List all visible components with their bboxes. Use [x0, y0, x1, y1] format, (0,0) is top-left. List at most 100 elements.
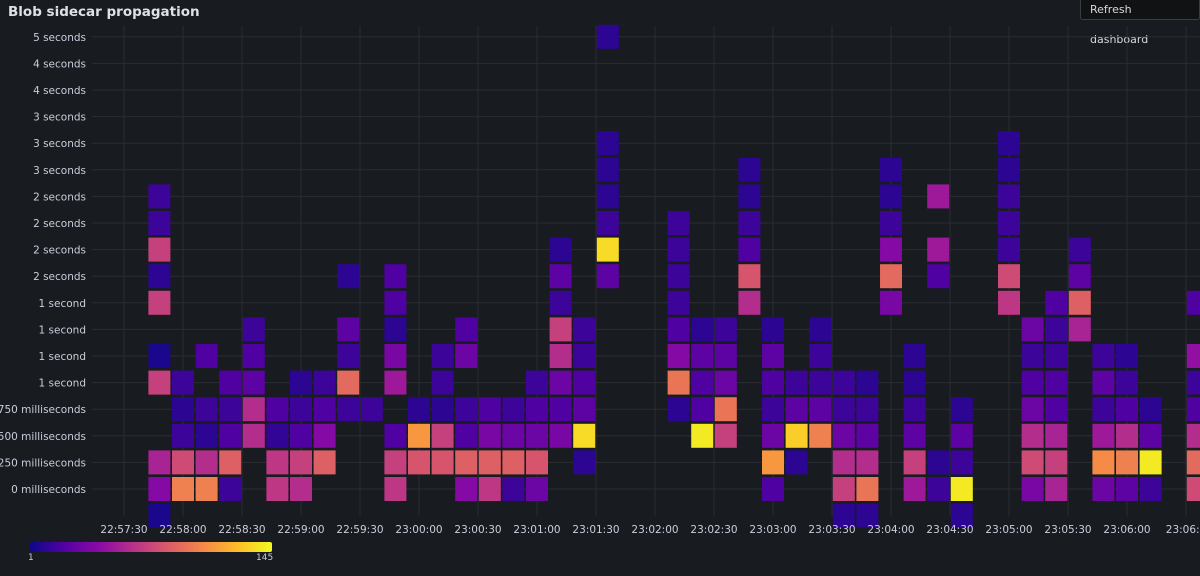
heatmap-cell: 20 — [762, 477, 785, 501]
y-tick-label: 4 seconds — [33, 58, 86, 70]
heatmap-cell: 15 — [526, 370, 549, 395]
heatmap-cell: 15 — [242, 317, 265, 342]
heatmap-cell: 10 — [903, 370, 926, 395]
color-scale-legend — [30, 542, 272, 552]
y-tick-label: 1 second — [39, 378, 86, 390]
y-tick-label: 750 milliseconds — [0, 404, 86, 416]
heatmap-cell: 35 — [1021, 477, 1044, 501]
heatmap-cell: 15 — [667, 237, 690, 262]
x-tick-label: 23:02:30 — [690, 524, 737, 536]
y-tick-label: 0 milliseconds — [11, 484, 86, 496]
heatmap-cell: 75 — [1186, 477, 1200, 501]
heatmap-cell: 20 — [691, 397, 714, 422]
y-tick-label: 2 seconds — [33, 191, 86, 203]
heatmap-cell: 10 — [667, 397, 690, 422]
heatmap-cell: 15 — [1092, 344, 1115, 368]
heatmap-cell: 12 — [266, 423, 289, 448]
heatmap-cell: 40 — [455, 477, 478, 501]
heatmap-cell: 10 — [290, 370, 313, 395]
heatmap-cell: 35 — [384, 344, 407, 368]
heatmap-cell: 75 — [1021, 450, 1044, 475]
heatmap-cell: 25 — [809, 397, 832, 422]
heatmap-cell: 35 — [549, 423, 572, 448]
x-tick-label: 23:01:00 — [513, 524, 560, 536]
x-tick-label: 23:06:00 — [1103, 524, 1150, 536]
heatmap-cell: 75 — [998, 264, 1021, 289]
heatmap-cell: 35 — [478, 423, 501, 448]
heatmap-cell: 25 — [337, 317, 360, 342]
heatmap-cell: 15 — [927, 477, 950, 501]
heatmap-cell: 25 — [856, 423, 879, 448]
heatmap-cell: 20 — [266, 397, 289, 422]
heatmap-cell: 70 — [832, 477, 855, 501]
y-tick-label: 3 seconds — [33, 138, 86, 150]
x-tick-label: 23:05:00 — [985, 524, 1032, 536]
y-tick-label: 2 seconds — [33, 245, 86, 257]
heatmap-cell: 25 — [596, 264, 619, 289]
x-tick-label: 22:59:30 — [336, 524, 383, 536]
heatmap-cell: 35 — [880, 290, 903, 315]
heatmap-cell: 15 — [714, 317, 737, 342]
heatmap-cell: 15 — [219, 397, 242, 422]
heatmap-cell: 30 — [714, 370, 737, 395]
heatmap-cell: 15 — [667, 290, 690, 315]
heatmap-cell: 45 — [1186, 344, 1200, 368]
heatmap-cell: 65 — [266, 450, 289, 475]
x-tick-label: 22:58:30 — [218, 524, 265, 536]
heatmap-cell: 20 — [1116, 397, 1139, 422]
heatmap-cell: 50 — [903, 477, 926, 501]
heatmap-cell: 10 — [596, 184, 619, 209]
heatmap-cell: 10 — [384, 317, 407, 342]
heatmap-cell: 50 — [927, 184, 950, 209]
x-tick-label: 23:00:00 — [395, 524, 442, 536]
heatmap-cell: 15 — [1045, 317, 1068, 342]
heatmap-cell: 25 — [549, 264, 572, 289]
refresh-dashboard-tooltip[interactable]: Refresh dashboard — [1080, 0, 1200, 46]
heatmap-cell: 40 — [313, 423, 336, 448]
heatmap-cell: 25 — [714, 344, 737, 368]
heatmap-cell: 10 — [832, 503, 855, 528]
heatmap-cell: 15 — [785, 370, 808, 395]
heatmap-cell: 65 — [266, 477, 289, 501]
heatmap-cell: 60 — [856, 450, 879, 475]
heatmap-cell: 65 — [998, 290, 1021, 315]
heatmap-cell: 140 — [950, 477, 973, 501]
heatmap-cell: 15 — [1092, 397, 1115, 422]
x-tick-label: 23:01:30 — [572, 524, 619, 536]
heatmap-cell: 15 — [172, 423, 195, 448]
x-tick-label: 22:57:30 — [100, 524, 147, 536]
heatmap-cell: 15 — [360, 397, 383, 422]
heatmap-cell: 60 — [195, 450, 218, 475]
heatmap-cell: 25 — [1068, 264, 1091, 289]
heatmap-cell: 60 — [832, 450, 855, 475]
x-tick-label: 22:59:00 — [277, 524, 324, 536]
heatmap-cell: 15 — [573, 317, 596, 342]
x-tick-label: 23:03:00 — [749, 524, 796, 536]
heatmap-cell: 10 — [903, 344, 926, 368]
heatmap-cell: 85 — [455, 450, 478, 475]
heatmap-cell: 60 — [1021, 423, 1044, 448]
heatmap-cell: 15 — [998, 211, 1021, 235]
y-tick-label: 1 second — [39, 351, 86, 363]
heatmap-cell: 10 — [172, 397, 195, 422]
heatmap-cell: 50 — [1092, 423, 1115, 448]
heatmap-cell: 15 — [762, 397, 785, 422]
heatmap-cell: 15 — [856, 397, 879, 422]
x-tick-label: 23:03:30 — [808, 524, 855, 536]
heatmap-cell: 15 — [1116, 370, 1139, 395]
y-tick-label: 4 seconds — [33, 85, 86, 97]
heatmap-cell: 15 — [950, 450, 973, 475]
heatmap-cell: 20 — [667, 317, 690, 342]
heatmap-cell: 10 — [1116, 344, 1139, 368]
heatmap-cell: 30 — [455, 344, 478, 368]
heatmap-cell: 65 — [478, 477, 501, 501]
heatmap-cell: 15 — [195, 397, 218, 422]
heatmap-cell: 20 — [691, 370, 714, 395]
heatmap-cell: 55 — [1068, 317, 1091, 342]
heatmap-cell: 15 — [337, 397, 360, 422]
heatmap-cell: 15 — [1139, 477, 1162, 501]
heatmap-cell: 30 — [549, 370, 572, 395]
heatmap-cell: 10 — [596, 157, 619, 182]
heatmap-cell: 90 — [1186, 450, 1200, 475]
heatmap-cell: 85 — [1068, 290, 1091, 315]
